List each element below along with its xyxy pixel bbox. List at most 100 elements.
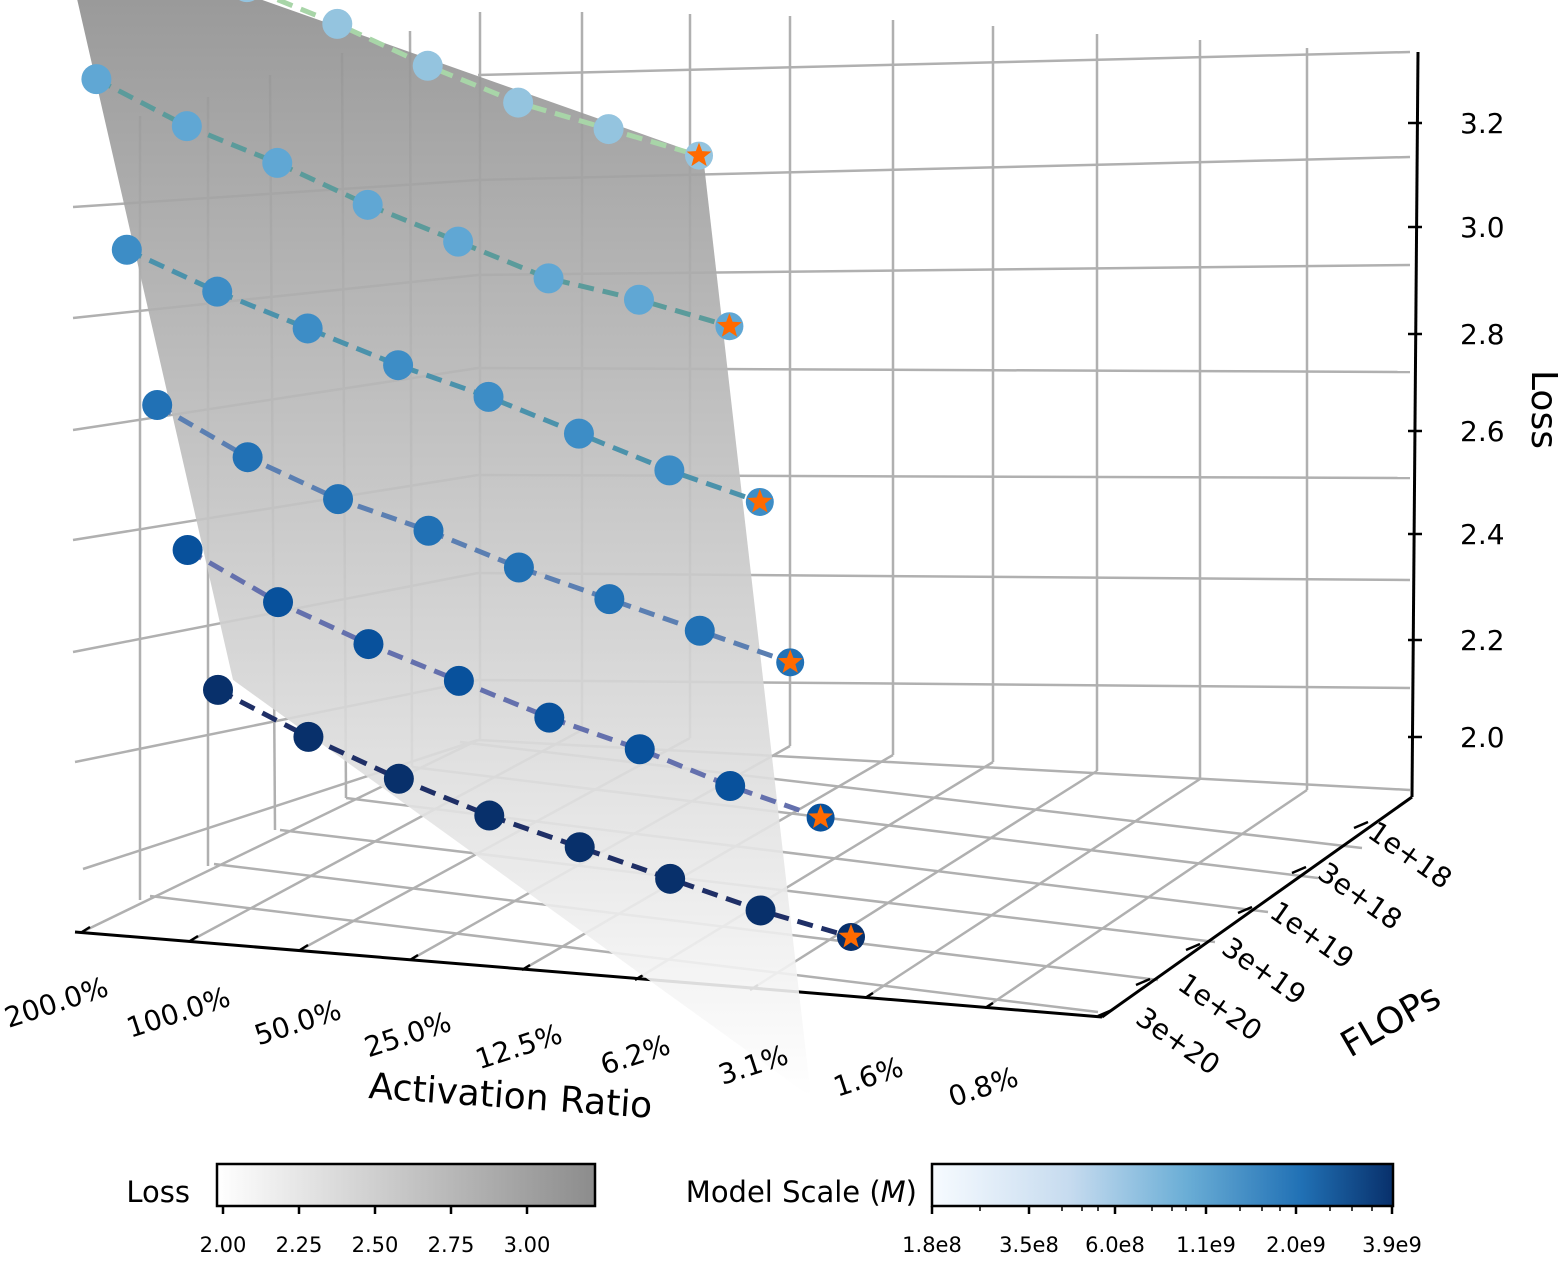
z-tick-label: 2.0 (1460, 721, 1505, 754)
data-point (172, 535, 203, 566)
data-point (563, 418, 594, 449)
x-axis-line (74, 930, 1103, 1019)
data-point (322, 8, 353, 39)
data-point (202, 276, 233, 307)
series-line (125, 247, 761, 505)
colorbar-scale-tick: 3.5e8 (999, 1233, 1059, 1257)
optimal-star-marker (747, 489, 773, 513)
y-axis-line (1101, 795, 1413, 1019)
x-tick-label: 12.5% (471, 1017, 566, 1076)
data-point (81, 64, 112, 95)
data-point (745, 895, 776, 926)
x-tick-mark (984, 1001, 994, 1010)
grid-line (984, 788, 1308, 1010)
colorbar-scale-bar (930, 1162, 1395, 1208)
data-point (654, 455, 685, 486)
data-point (443, 226, 474, 257)
y-tick-label: 1e+18 (1362, 815, 1458, 896)
axes (74, 51, 1422, 1019)
data-point (292, 313, 323, 344)
z-tick-labels: 2.0 2.2 2.4 2.6 2.8 3.0 3.2 (1460, 107, 1505, 754)
colorbar-loss-tick: 2.00 (200, 1233, 247, 1257)
data-point (353, 629, 384, 660)
colorbar-loss-bar (215, 1162, 597, 1208)
colorbar-scale-tick: 6.0e8 (1085, 1233, 1145, 1257)
data-point (655, 863, 686, 894)
series-line (271, 0, 700, 158)
z-tick-label: 2.4 (1460, 518, 1505, 551)
z-axis-title: Loss (1523, 370, 1564, 449)
optimal-star-marker (777, 649, 803, 673)
series-line (186, 547, 822, 820)
data-point (323, 484, 354, 515)
data-points (81, 0, 866, 951)
data-point (594, 584, 625, 615)
data-point (623, 284, 654, 315)
data-point (111, 234, 142, 265)
data-point (171, 111, 202, 142)
colorbar-loss-tick: 2.75 (428, 1233, 475, 1257)
x-tick-mark (521, 963, 531, 972)
x-tick-label: 50.0% (250, 993, 345, 1052)
z-tick-label: 2.6 (1460, 415, 1505, 448)
optimal-star-marker (686, 142, 712, 167)
data-point (503, 552, 534, 583)
grid-line (749, 769, 1098, 992)
data-point (352, 189, 383, 220)
grid-line (477, 50, 1411, 77)
y-tick-mark (1097, 1008, 1113, 1018)
colorbar-loss-tick: 3.00 (504, 1233, 551, 1257)
z-tick-label: 2.8 (1460, 318, 1505, 351)
x-tick-mark (189, 934, 199, 943)
y-tick-mark (1135, 977, 1151, 987)
colorbar-loss-tick: 2.25 (276, 1233, 323, 1257)
colorbar-loss: Loss 2.00 2.25 2.50 2.75 3.00 (126, 1162, 597, 1257)
data-point (203, 674, 233, 705)
series-lines (95, 0, 852, 940)
data-point (262, 147, 293, 178)
data-point (503, 87, 534, 118)
grid-line (864, 777, 1201, 1000)
data-point (593, 114, 624, 145)
data-point (383, 350, 414, 381)
x-tick-mark (299, 943, 309, 952)
colorbar-scale-tick: 3.9e9 (1362, 1233, 1422, 1257)
x-tick-label: 200.0% (0, 970, 112, 1034)
y-tick-labels: 1e+18 3e+18 1e+19 3e+19 1e+20 3e+20 (1130, 815, 1458, 1082)
x-tick-label: 100.0% (122, 980, 234, 1044)
z-tick-label: 3.0 (1460, 211, 1505, 244)
z-tick-label: 3.2 (1460, 107, 1505, 140)
data-point (142, 390, 173, 421)
colorbar-model-scale: Model Scale (M) 1.8e8 3.5e8 6.0e8 1.1e9 … (686, 1162, 1422, 1257)
colorbar-scale-tick: 1.1e9 (1176, 1233, 1236, 1257)
x-tick-mark (864, 991, 874, 1000)
y-axis-title: FLOPs (1334, 976, 1448, 1065)
x-tick-mark (81, 925, 91, 934)
data-point (293, 721, 324, 752)
data-point (533, 263, 564, 294)
data-point (232, 442, 263, 473)
data-point (443, 665, 474, 696)
data-point (239, 0, 255, 3)
z-axis-line (1410, 51, 1420, 798)
loss-surface (77, 0, 812, 1097)
data-point (263, 587, 294, 618)
x-tick-label: 0.8% (944, 1060, 1022, 1113)
y-tick-mark (1291, 865, 1307, 875)
data-point (474, 800, 505, 831)
data-point (473, 381, 504, 412)
data-point (564, 832, 595, 863)
data-point (412, 50, 443, 81)
x-tick-label: 6.2% (596, 1028, 674, 1081)
x-tick-label: 1.6% (829, 1050, 907, 1103)
x-tick-label: 25.0% (360, 1005, 455, 1064)
y-tick-mark (1353, 820, 1369, 830)
optimal-star-marker (838, 923, 864, 948)
data-point (534, 702, 565, 733)
data-point (684, 615, 715, 646)
colorbar-loss-title: Loss (126, 1175, 190, 1209)
y-tick-mark (1185, 942, 1201, 952)
colorbar-loss-tick: 2.50 (352, 1233, 399, 1257)
colorbar-scale-tick: 1.8e8 (902, 1233, 962, 1257)
